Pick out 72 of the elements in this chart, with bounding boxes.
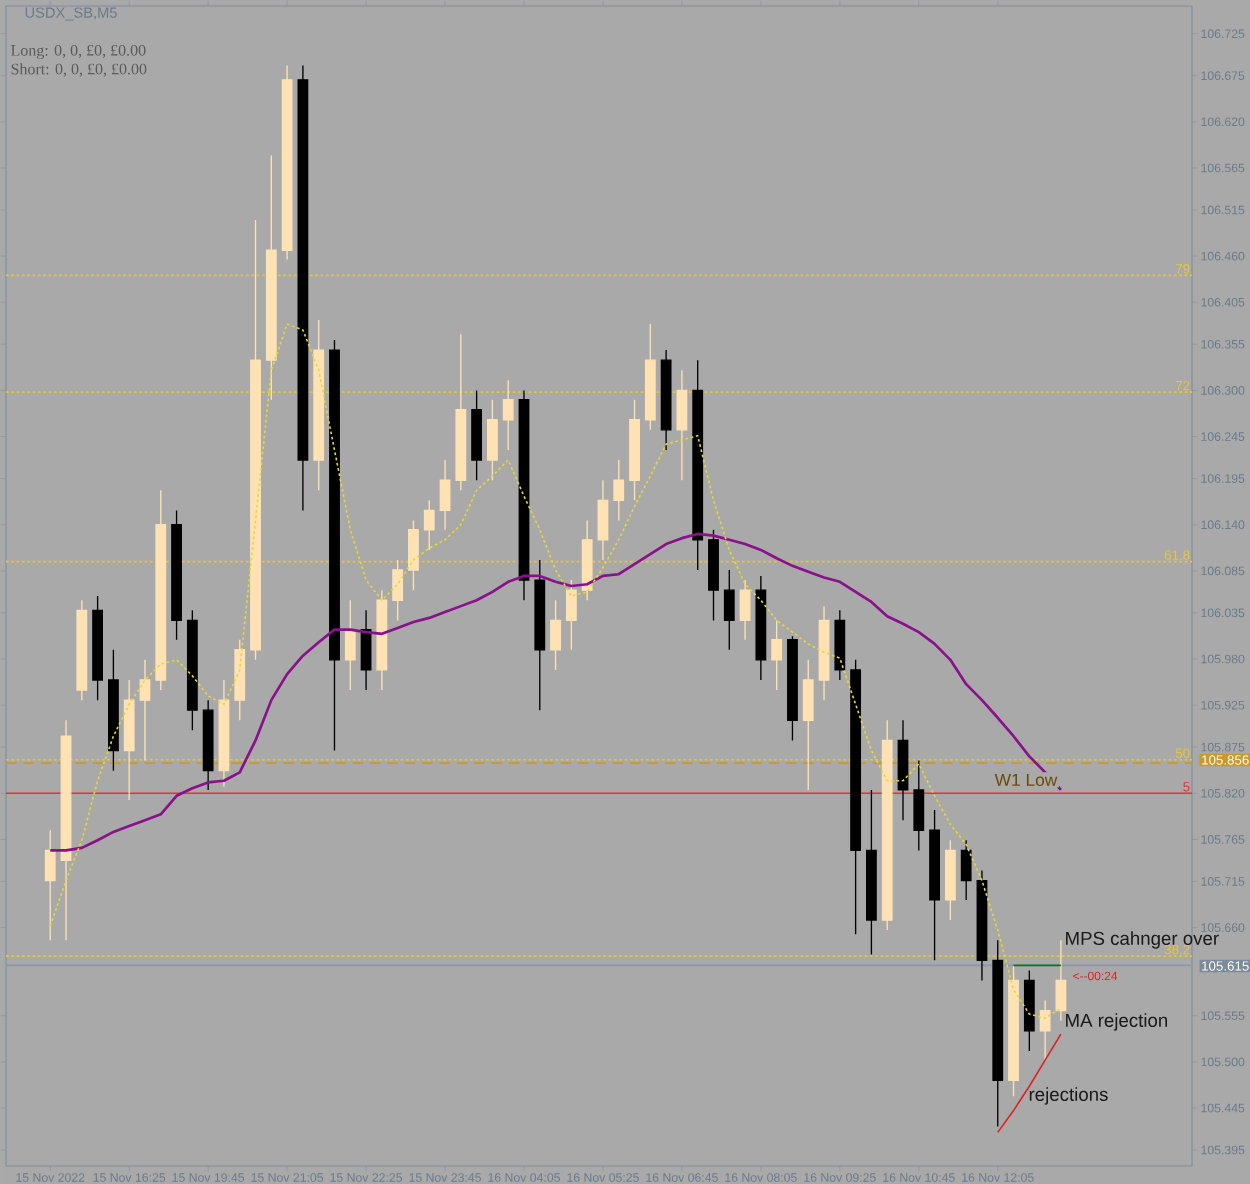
candlestick	[960, 839, 972, 901]
candlestick	[755, 575, 767, 681]
candlestick	[250, 219, 261, 661]
candlestick	[171, 509, 182, 641]
candlestick	[850, 659, 862, 935]
candlestick	[392, 559, 404, 622]
candlestick	[297, 64, 309, 512]
candlestick	[881, 719, 893, 931]
annotation: MPS cahnger over	[1066, 931, 1219, 949]
annotation: Short: 0, 0, £0, £0.00	[11, 63, 147, 77]
annotation: W1 Low	[994, 773, 1058, 787]
candlestick	[360, 609, 372, 691]
candlestick	[344, 599, 356, 691]
candlestick	[866, 789, 877, 956]
candlestick	[723, 569, 735, 651]
candlestick	[44, 829, 56, 941]
candlestick	[992, 939, 1004, 1128]
candlestick	[60, 719, 72, 941]
candlestick	[107, 649, 119, 772]
candlestick	[1008, 965, 1019, 1097]
candlestick	[487, 398, 498, 481]
candlestick	[502, 379, 514, 451]
candlestick	[834, 609, 846, 681]
candlestick	[376, 589, 388, 691]
candlestick	[976, 869, 988, 982]
candlestick	[1055, 939, 1067, 1022]
candlestick	[423, 499, 435, 551]
candlestick	[597, 479, 609, 561]
candlestick	[139, 659, 151, 762]
candlestick	[787, 635, 798, 742]
candlestick	[455, 333, 467, 491]
candlestick	[471, 389, 483, 481]
candlestick	[944, 839, 956, 921]
candlestick	[629, 398, 640, 502]
candlestick	[818, 605, 830, 701]
candlestick	[281, 64, 293, 261]
candlestick	[534, 559, 546, 711]
candlestick	[313, 319, 325, 491]
annotation: Long: 0, 0, £0, £0.00	[11, 44, 146, 60]
candlestick	[550, 599, 561, 671]
candlestick	[708, 529, 719, 622]
candlestick	[265, 154, 277, 401]
candlestick	[692, 359, 704, 571]
candlestick	[439, 459, 451, 531]
candlestick	[802, 659, 814, 791]
candlestick	[218, 679, 230, 788]
candlestick	[581, 519, 593, 601]
candlestick	[1039, 999, 1051, 1061]
candlestick	[660, 349, 672, 451]
candlestick	[329, 339, 340, 752]
candlestick	[771, 619, 783, 691]
line-series	[48, 532, 1063, 852]
candlestick	[92, 595, 104, 701]
candlestick	[897, 719, 909, 821]
candlestick	[739, 579, 751, 641]
candlestick	[76, 599, 88, 701]
candlestick	[1023, 969, 1035, 1052]
candlestick	[613, 459, 625, 522]
candlestick	[408, 519, 419, 591]
candlestick	[202, 699, 214, 791]
candlestick	[565, 579, 577, 651]
candlestick	[644, 323, 656, 431]
candlestick	[186, 609, 198, 732]
annotation: rejections	[1029, 1087, 1108, 1105]
line-series	[49, 323, 1062, 1020]
candlestick	[929, 809, 940, 961]
annotation: MA rejection	[1066, 1013, 1168, 1031]
candlestick	[676, 369, 688, 481]
candlestick	[913, 759, 925, 852]
candlestick	[155, 489, 167, 691]
candlestick	[234, 639, 246, 721]
candlestick	[123, 679, 135, 801]
